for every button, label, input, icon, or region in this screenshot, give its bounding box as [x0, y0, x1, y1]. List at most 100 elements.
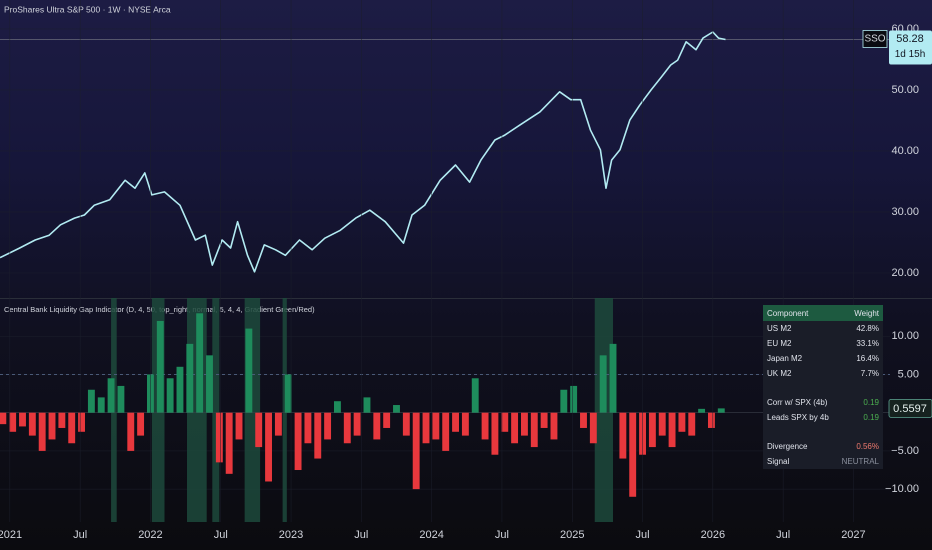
histogram-bar [491, 412, 499, 455]
histogram-bar [580, 412, 587, 428]
histogram-bar [284, 374, 292, 413]
x-tick-label: 2026 [701, 529, 725, 541]
table-row: US M2 42.8% [763, 321, 883, 336]
table-header: Component Weight [763, 305, 883, 321]
x-tick-label: Jul [73, 529, 87, 541]
signal-zone [282, 298, 287, 522]
histogram-bar [19, 412, 26, 427]
histogram-bar [294, 412, 302, 471]
x-tick-label: 2024 [419, 529, 443, 541]
chart-title: ProShares Ultra S&P 500 · 1W · NYSE Arca [4, 4, 171, 14]
y-tick-label: 40.00 [891, 145, 919, 157]
table-row: Japan M2 16.4% [763, 351, 883, 366]
histogram-bar [688, 412, 696, 436]
histogram-bar [619, 412, 627, 459]
x-tick-label: 2025 [560, 529, 584, 541]
y-tick-label: 5.00 [898, 368, 919, 380]
x-tick-label: 2023 [279, 529, 303, 541]
histogram-bar [38, 412, 46, 451]
cell: Corr w/ SPX (4b) [767, 398, 828, 407]
cell: Japan M2 [767, 354, 803, 363]
histogram-bar [9, 412, 17, 432]
histogram-bar [530, 412, 538, 448]
histogram-bar [570, 385, 578, 413]
y-tick-label: 60.00 [891, 23, 919, 35]
symbol-box [862, 30, 888, 48]
histogram-bar [215, 412, 223, 463]
histogram-bar [304, 412, 312, 444]
table-row: Corr w/ SPX (4b) 0.19 [763, 381, 883, 410]
x-tick-label: Jul [354, 529, 368, 541]
histogram-bar [97, 397, 105, 413]
histogram-bar [599, 355, 607, 413]
histogram-bar [314, 412, 322, 459]
price-line [0, 31, 726, 273]
histogram-bar [363, 397, 371, 413]
histogram-bar [520, 412, 528, 436]
y-tick-label: 50.00 [891, 84, 919, 96]
y-tick-label: 30.00 [891, 206, 919, 218]
histogram-bar [471, 378, 479, 413]
histogram-bar [333, 401, 341, 413]
symbol-label: SSO [864, 34, 885, 45]
histogram-bar [698, 408, 706, 413]
cell: Component [763, 305, 836, 321]
histogram-bar [196, 313, 204, 413]
histogram-bar [452, 412, 459, 432]
x-tick-label: 2021 [0, 529, 22, 541]
histogram-bar [127, 412, 135, 451]
price-label: 58.28 [896, 33, 924, 45]
histogram-bar [589, 412, 597, 444]
histogram-bar [668, 412, 676, 448]
histogram-bar [412, 412, 420, 490]
histogram-bar [28, 412, 36, 436]
histogram-bar [166, 378, 174, 413]
histogram-bar [87, 389, 95, 413]
x-tick-label: Jul [495, 529, 509, 541]
value-label: 0.5597 [893, 403, 927, 415]
table-row: Signal NEUTRAL [763, 454, 883, 469]
table-row: UK M2 7.7% [763, 366, 883, 381]
histogram-bar [422, 412, 430, 444]
cell: 7.7% [860, 369, 879, 378]
countdown-label: 1d 15h [895, 49, 926, 60]
histogram-bar [442, 412, 450, 451]
histogram-bar [117, 385, 125, 413]
signal-zone [212, 298, 220, 522]
histogram-bar [48, 412, 56, 440]
histogram-bar [0, 412, 7, 425]
cell: Divergence [767, 442, 808, 451]
cell: EU M2 [767, 339, 792, 348]
histogram-bar [255, 412, 263, 448]
histogram-bar [324, 412, 332, 440]
histogram-bar [137, 412, 145, 436]
cell: Leads SPX by 4b [767, 413, 829, 422]
x-tick-label: Jul [214, 529, 228, 541]
x-tick-label: 2027 [841, 529, 865, 541]
cell: 0.19 [863, 413, 879, 422]
cell: Signal [767, 457, 790, 466]
y-tick-label: 10.00 [891, 330, 919, 342]
histogram-bar [274, 412, 282, 436]
histogram-bar [629, 412, 637, 497]
x-tick-label: Jul [636, 529, 650, 541]
histogram-bar [68, 412, 76, 444]
histogram-bar [678, 412, 686, 432]
histogram-bar [343, 412, 351, 444]
histogram-bar [107, 378, 115, 413]
histogram-bar [658, 412, 666, 436]
histogram-bar [353, 412, 361, 436]
histogram-bar [235, 412, 243, 440]
cell: Weight [835, 305, 883, 321]
histogram-bar [402, 412, 410, 436]
value-box [888, 398, 932, 418]
histogram-bar [245, 328, 253, 413]
histogram-bar [206, 355, 213, 413]
histogram-bar [383, 412, 391, 428]
histogram-bar [648, 412, 656, 448]
table-row: Leads SPX by 4b 0.19 [763, 410, 883, 425]
histogram-bar [560, 389, 568, 413]
histogram-bar [432, 412, 440, 440]
